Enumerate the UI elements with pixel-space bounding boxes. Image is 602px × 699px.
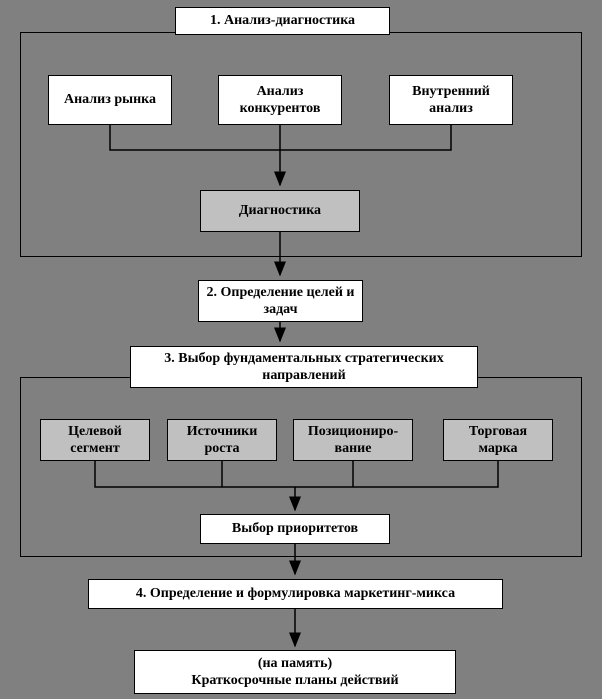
node-n6: 2. Определение целей и задач: [198, 280, 363, 322]
node-n7: 3. Выбор фундаментальных стратегических …: [130, 346, 478, 388]
node-n9: Источники роста: [167, 419, 277, 461]
node-n10: Позициониро-вание: [293, 419, 413, 461]
flowchart-canvas: 1. Анализ-диагностика Анализ рынка Анализ …: [0, 0, 602, 699]
node-n14: (на память)Краткосрочные планы действий: [134, 650, 456, 694]
node-n8: Целевой сегмент: [40, 419, 150, 461]
node-n12: Выбор приоритетов: [200, 514, 390, 544]
node-n1: 1. Анализ-диагностика: [175, 7, 390, 35]
node-n13: 4. Определение и формулировка маркетинг-…: [88, 579, 503, 609]
node-n11: Торговая марка: [443, 419, 553, 461]
node-n2: Анализ рынка: [48, 75, 172, 125]
node-n3: Анализ конкурентов: [218, 75, 342, 125]
node-n5: Диагностика: [200, 190, 360, 232]
node-n4: Внутренний анализ: [389, 75, 513, 125]
